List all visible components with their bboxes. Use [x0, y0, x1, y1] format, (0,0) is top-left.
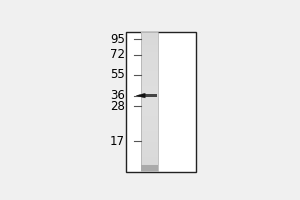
Bar [141, 60, 158, 62]
Bar [141, 98, 158, 100]
Polygon shape [136, 93, 145, 98]
Bar [141, 129, 158, 131]
Bar [141, 83, 158, 84]
Bar [141, 74, 158, 76]
Bar [141, 110, 158, 112]
Bar [141, 167, 158, 169]
Bar [141, 41, 158, 43]
Bar [141, 122, 158, 124]
Bar [141, 57, 158, 58]
Bar [141, 147, 158, 149]
Bar [141, 32, 158, 171]
Bar [141, 133, 158, 135]
Bar [141, 141, 158, 143]
Bar [141, 131, 158, 133]
Bar [141, 44, 158, 46]
Bar [141, 86, 158, 88]
Bar [141, 65, 158, 67]
Bar [141, 34, 158, 36]
Bar [141, 162, 158, 164]
Bar [141, 46, 158, 48]
Bar [141, 58, 158, 60]
Bar [141, 145, 158, 147]
Text: 95: 95 [110, 33, 125, 46]
Bar [141, 117, 158, 119]
Bar [141, 166, 158, 168]
Bar [141, 112, 158, 114]
Text: 55: 55 [110, 68, 125, 81]
Bar [141, 70, 158, 72]
Bar [141, 64, 158, 65]
Text: 28: 28 [110, 100, 125, 113]
Bar [141, 136, 158, 138]
Bar [141, 103, 158, 105]
Bar [141, 159, 158, 161]
Bar [141, 150, 158, 152]
Bar [141, 100, 158, 102]
Bar [141, 93, 158, 95]
Bar [141, 69, 158, 71]
Bar [141, 107, 158, 109]
Bar [141, 152, 158, 154]
Bar [141, 135, 158, 136]
Bar [141, 38, 158, 39]
Text: 72: 72 [110, 48, 125, 61]
Bar [141, 48, 158, 50]
Bar [141, 51, 158, 53]
Bar [141, 62, 158, 64]
Bar [141, 39, 158, 41]
Bar [141, 43, 158, 45]
Bar [141, 76, 158, 78]
Bar [141, 115, 158, 117]
Bar [141, 89, 158, 91]
Bar [141, 119, 158, 121]
Bar [141, 67, 158, 69]
Bar [141, 55, 158, 57]
Bar [141, 109, 158, 110]
Bar [141, 91, 158, 93]
Bar [141, 114, 158, 116]
Bar [141, 102, 158, 104]
Bar [141, 140, 158, 142]
Bar [141, 164, 158, 166]
Bar [141, 154, 158, 155]
Bar [141, 143, 158, 145]
Bar [141, 96, 158, 98]
Bar [141, 126, 158, 128]
Bar [126, 32, 196, 172]
Bar [141, 105, 158, 107]
Bar [141, 36, 158, 38]
Bar [141, 165, 158, 171]
Bar [141, 81, 158, 83]
Bar [141, 77, 158, 79]
Bar [141, 161, 158, 162]
Bar [141, 157, 158, 159]
Bar [141, 84, 158, 86]
Bar [141, 128, 158, 129]
Bar [141, 53, 158, 55]
Text: 17: 17 [110, 135, 125, 148]
Bar [141, 138, 158, 140]
Bar [141, 124, 158, 126]
Bar [141, 88, 158, 90]
Bar [141, 148, 158, 150]
Bar [141, 95, 158, 97]
Bar [141, 50, 158, 52]
Bar [141, 79, 158, 81]
Bar [141, 169, 158, 171]
Bar [141, 155, 158, 157]
Bar [141, 121, 158, 123]
Bar [141, 72, 158, 74]
Text: 36: 36 [110, 89, 125, 102]
Bar [141, 32, 158, 34]
Bar [142, 94, 157, 97]
